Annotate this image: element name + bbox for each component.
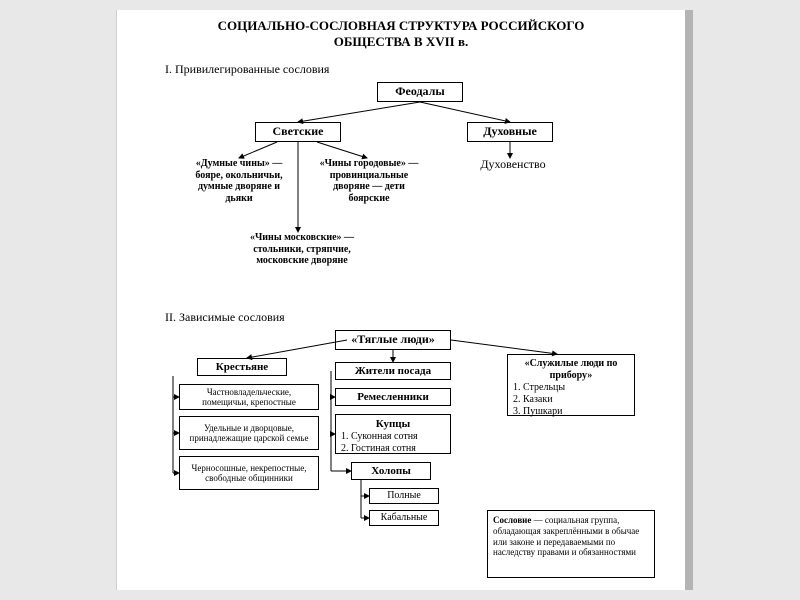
page-title-2: ОБЩЕСТВА В XVII в.	[117, 34, 685, 50]
section-2-heading: II. Зависимые сословия	[165, 310, 285, 325]
node-kabalnye: Кабальные	[369, 510, 439, 526]
node-holopy: Холопы	[351, 462, 431, 480]
node-feodaly: Феодалы	[377, 82, 463, 102]
diagram-canvas: СОЦИАЛЬНО-СОСЛОВНАЯ СТРУКТУРА РОССИЙСКОГ…	[117, 10, 685, 590]
kupcy-title: Купцы	[341, 418, 445, 431]
node-krest2: Удельные и дворцовые, принадлежащие царс…	[179, 416, 319, 450]
node-dumnye: «Думные чины» — бояре, окольничьи, думны…	[187, 158, 291, 204]
node-posad: Жители посада	[335, 362, 451, 380]
definition-term: Сословие	[493, 515, 531, 525]
sluzh-title: «Служилые люди по прибору»	[513, 358, 629, 382]
node-krest3: Черносошные, некрепостные, свободные общ…	[179, 456, 319, 490]
node-tyaglye: «Тяглые люди»	[335, 330, 451, 350]
definition-box: Сословие — социальная группа, обладающая…	[487, 510, 655, 578]
node-kupcy: Купцы 1. Суконная сотня 2. Гостиная сотн…	[335, 414, 451, 454]
page-title-1: СОЦИАЛЬНО-СОСЛОВНАЯ СТРУКТУРА РОССИЙСКОГ…	[117, 18, 685, 34]
node-moskovskie: «Чины московские» — стольники, стряпчие,…	[247, 232, 357, 267]
node-duhovnye: Духовные	[467, 122, 553, 142]
sluzh-item-2: 2. Казаки	[513, 394, 629, 406]
node-krest1: Частновладельческие, помещичьи, крепостн…	[179, 384, 319, 410]
kupcy-item-1: 1. Суконная сотня	[341, 431, 445, 443]
node-krestyane: Крестьяне	[197, 358, 287, 376]
page-frame: СОЦИАЛЬНО-СОСЛОВНАЯ СТРУКТУРА РОССИЙСКОГ…	[116, 10, 693, 590]
node-duhovenstvo: Духовенство	[465, 158, 561, 172]
node-sluzhilye: «Служилые люди по прибору» 1. Стрельцы 2…	[507, 354, 635, 416]
section-1-heading: I. Привилегированные сословия	[165, 62, 329, 77]
node-remesl: Ремесленники	[335, 388, 451, 406]
kupcy-item-2: 2. Гостиная сотня	[341, 443, 445, 455]
node-polnye: Полные	[369, 488, 439, 504]
node-gorodovye: «Чины городовые» — провинциальные дворян…	[317, 158, 421, 204]
sluzh-item-1: 1. Стрельцы	[513, 382, 629, 394]
node-svetskie: Светские	[255, 122, 341, 142]
sluzh-item-3: 3. Пушкари	[513, 406, 629, 418]
